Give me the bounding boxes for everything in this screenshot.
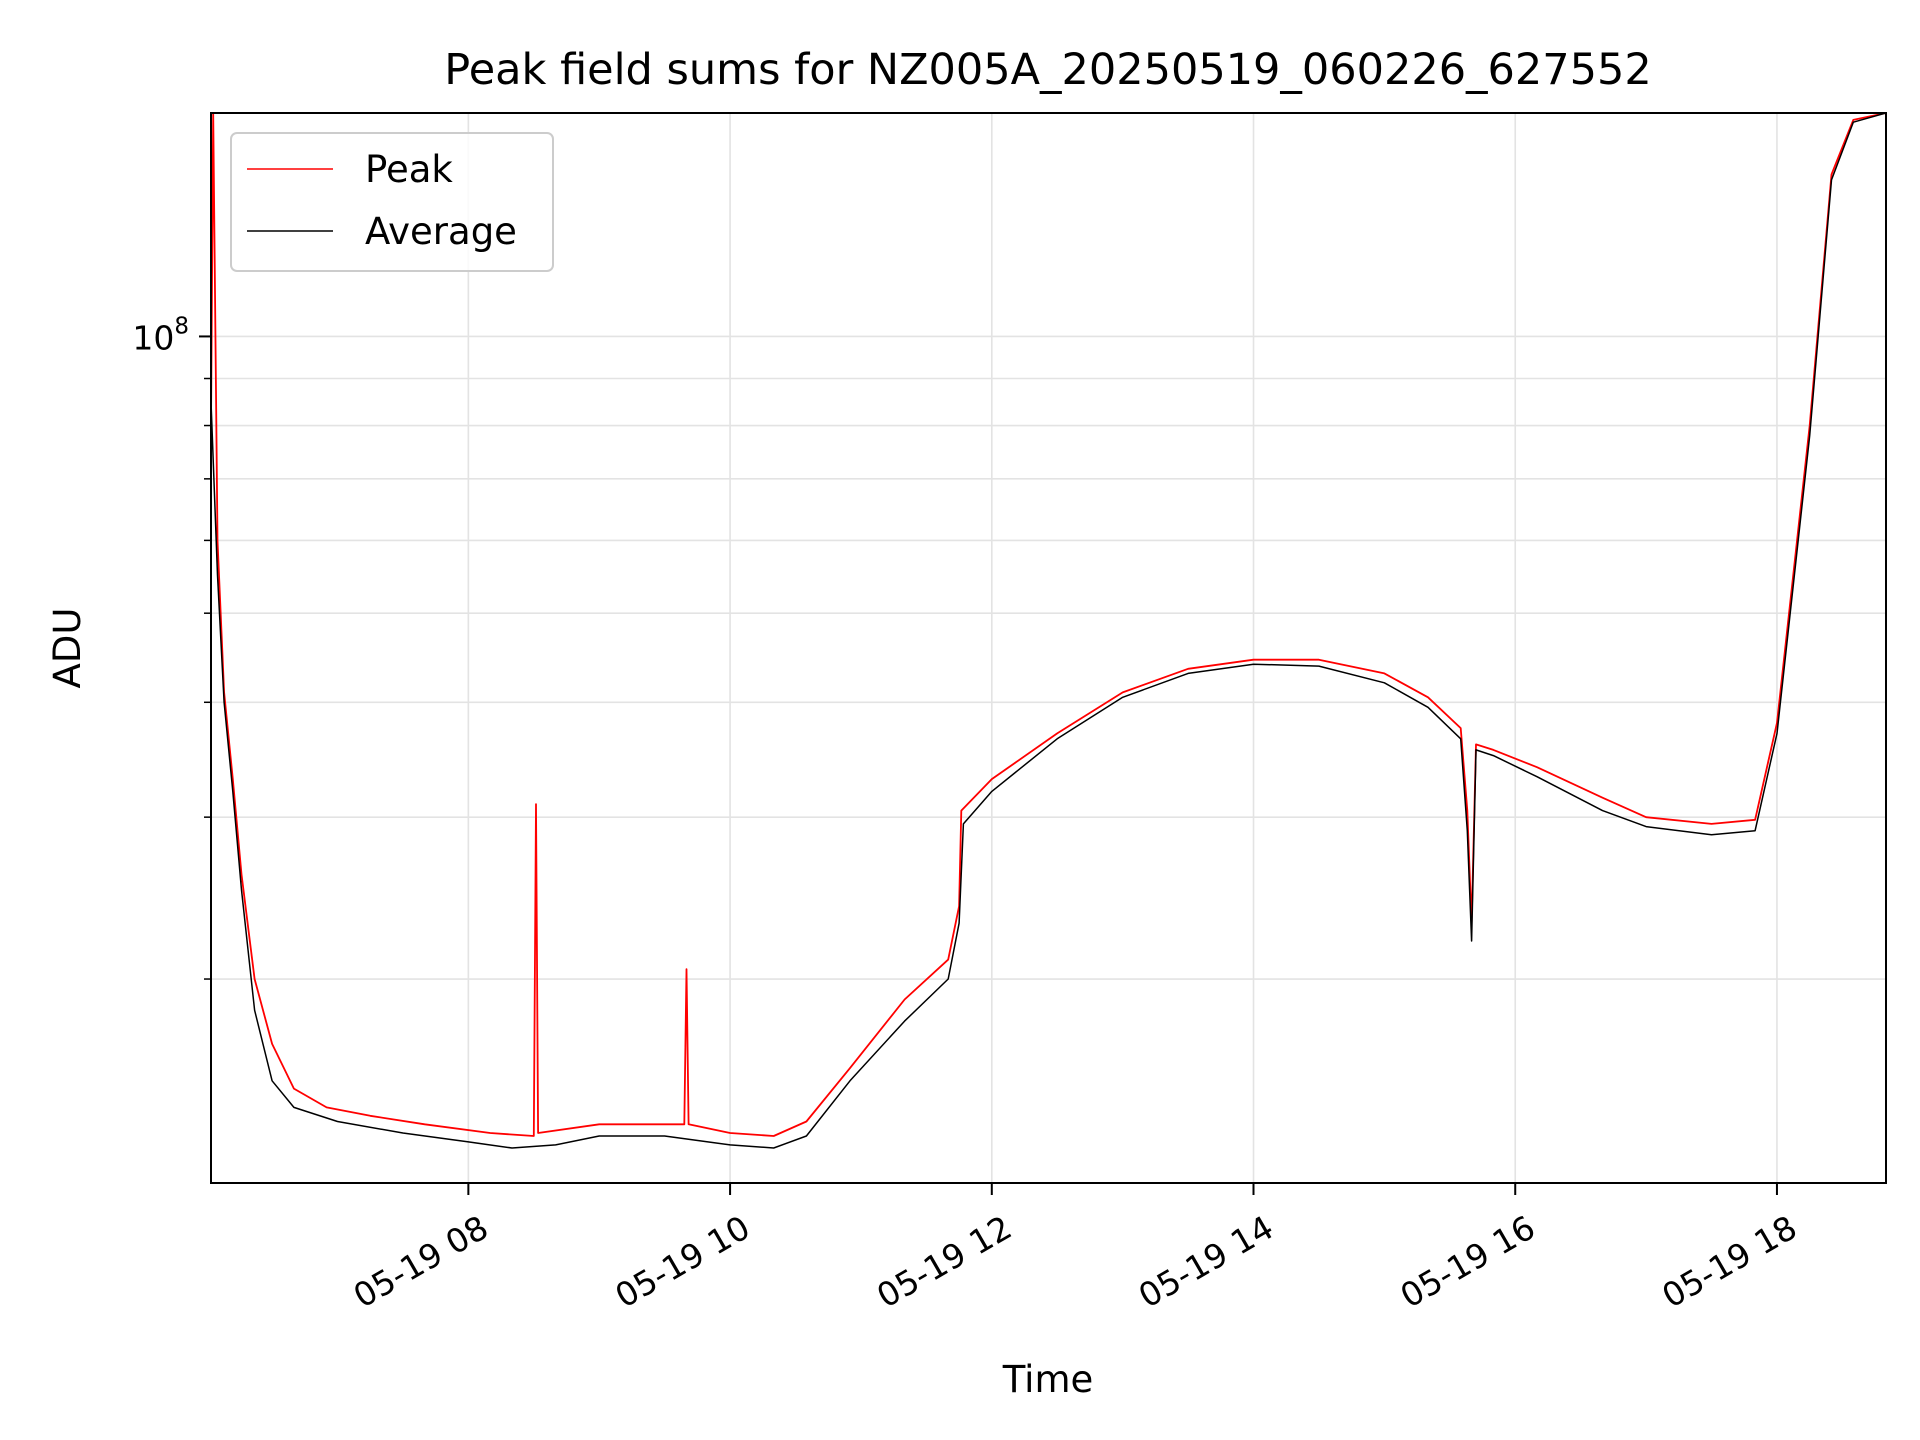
series-line-peak [211,113,1886,1137]
legend-label-peak: Peak [365,148,453,191]
legend-box [230,132,554,272]
series-line-average [211,113,1886,1149]
plot-frame [210,112,1887,1184]
legend-label-average: Average [365,210,517,253]
x-axis-label: Time [1002,1358,1094,1401]
y-axis-label: ADU [46,608,89,689]
chart-title: Peak field sums for NZ005A_20250519_0602… [444,45,1651,95]
grid [211,113,1886,1183]
legend: Peak Average [230,132,554,272]
y-tick-label: 108 [132,313,189,357]
series-layer [211,113,1886,1149]
